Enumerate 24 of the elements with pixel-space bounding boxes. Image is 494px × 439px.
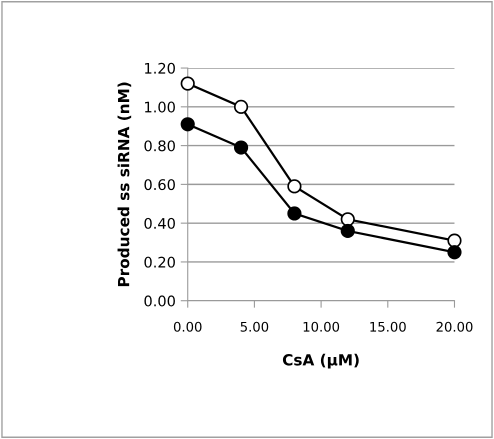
point xyxy=(447,245,462,260)
y-tick-label: 1.00 xyxy=(145,102,175,113)
y-tick-label: 0.00 xyxy=(144,295,175,306)
y-tick-label: 0.20 xyxy=(144,256,175,268)
point xyxy=(340,224,355,238)
x-tick-label: 5.00 xyxy=(240,322,268,332)
y-tick-label: 0.40 xyxy=(144,218,175,229)
x-tick-label: 15.00 xyxy=(370,322,406,332)
point xyxy=(234,100,248,114)
point xyxy=(234,140,248,155)
point xyxy=(447,234,462,248)
point xyxy=(287,179,302,194)
x-tick-label: 20.00 xyxy=(436,322,472,332)
point xyxy=(180,76,195,91)
x-axis-title: CsA (μM) xyxy=(282,354,359,369)
y-axis-title: Produced ss siRNA (nM) xyxy=(118,82,132,286)
y-tick-label: 0.60 xyxy=(144,179,175,190)
point xyxy=(340,212,355,226)
y-tick-label: 0.80 xyxy=(144,140,175,152)
y-tick-label: 1.20 xyxy=(145,62,175,74)
x-tick-label: 0.00 xyxy=(174,322,202,332)
x-tick-label: 10.00 xyxy=(304,322,340,332)
point xyxy=(180,117,195,132)
point xyxy=(287,206,302,221)
